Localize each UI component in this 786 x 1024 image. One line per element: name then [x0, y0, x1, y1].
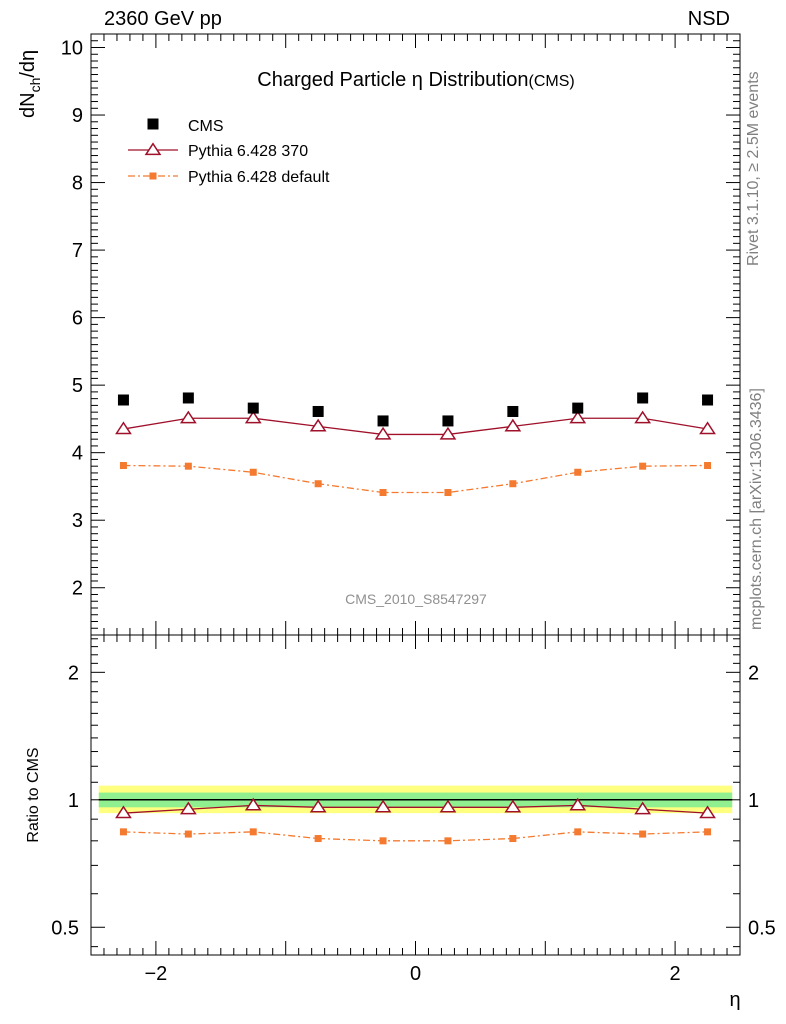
pythia-370-point: [634, 410, 652, 424]
pythia-370-point: [244, 410, 262, 424]
cms-point: [312, 405, 324, 417]
pythia-default-point: [509, 480, 517, 488]
series-pythia-default: [119, 462, 712, 497]
process-label: NSD: [687, 8, 730, 30]
ratio-pythia-default-line: [123, 831, 708, 842]
cms-point: [377, 415, 389, 427]
pythia-370-point: [309, 418, 327, 432]
legend-pythia-370-label: Pythia 6.428 370: [188, 143, 308, 160]
ratio-pythia-370-point: [115, 805, 132, 819]
cms-point: [507, 405, 519, 417]
ratio-pythia-default-point: [314, 835, 322, 843]
legend-cms-label: CMS: [188, 118, 224, 135]
mcplots-label: mcplots.cern.ch [arXiv:1306.3436]: [748, 388, 765, 630]
pythia-default-point: [184, 462, 192, 470]
pythia-370-point: [179, 410, 197, 424]
legend-pythia-default-label: Pythia 6.428 default: [188, 169, 330, 186]
legend-pythia-default-marker: [149, 172, 157, 180]
cms-point: [702, 394, 714, 406]
y-tick-label: 9: [72, 105, 83, 127]
ratio-pythia-default-point: [704, 828, 712, 836]
rivet-label: Rivet 3.1.10, ≥ 2.5M events: [745, 71, 762, 266]
pythia-default-line: [123, 464, 708, 494]
cms-point: [442, 415, 454, 427]
series-cms: [117, 392, 714, 427]
pythia-default-point: [249, 468, 257, 476]
main-y-axis-label: dNch/dη: [17, 50, 43, 118]
pythia-default-point: [574, 468, 582, 476]
y-tick-label: 7: [72, 240, 83, 262]
cms-point: [637, 392, 649, 404]
y-tick-label: 10: [61, 38, 83, 60]
x-tick-label: 2: [670, 963, 681, 985]
ratio-pythia-default-point: [509, 835, 517, 843]
y-tick-label: 2: [72, 578, 83, 600]
y-tick-label: 8: [72, 173, 83, 195]
ratio-pythia-370-point: [699, 805, 716, 819]
legend: CMS Pythia 6.428 370 Pythia 6.428 default: [128, 118, 330, 186]
cms-point: [117, 394, 129, 406]
ratio-pythia-370-point: [374, 799, 392, 813]
pythia-370-point: [699, 421, 716, 435]
ratio-series-pythia-370: [115, 797, 716, 819]
pythia-default-point: [639, 462, 647, 470]
legend-cms-marker: [147, 118, 159, 130]
pythia-default-point: [119, 462, 127, 470]
ratio-pythia-default-point: [444, 837, 452, 845]
ratio-pythia-default-point: [639, 830, 647, 838]
cms-point: [572, 402, 584, 414]
ratio-pythia-370-point: [439, 799, 457, 813]
x-tick-label: 0: [410, 963, 421, 985]
ratio-y-tick-label: 2: [68, 662, 79, 684]
pythia-370-point: [504, 418, 522, 432]
y-tick-label: 5: [72, 375, 83, 397]
y-tick-label: 4: [72, 443, 83, 465]
cms-point: [182, 392, 194, 404]
cms-point: [247, 402, 259, 414]
pythia-370-line: [123, 417, 708, 436]
ratio-y-tick-label: 0.5: [51, 917, 79, 939]
ratio-pythia-370-point: [309, 799, 327, 813]
analysis-id-label: CMS_2010_S8547297: [345, 591, 487, 607]
pythia-default-point: [314, 480, 322, 488]
ratio-pythia-default-point: [379, 837, 387, 845]
main-y-axis-ticks: 2 3 4 5 6 7 8 9 10: [61, 33, 740, 629]
pythia-370-point: [115, 421, 132, 435]
ratio-pythia-370-point: [244, 797, 262, 811]
ratio-y-axis-label: Ratio to CMS: [25, 747, 42, 842]
ratio-pythia-370-point: [179, 801, 197, 815]
pythia-370-point: [569, 410, 587, 424]
ratio-pythia-default-point: [119, 828, 127, 836]
ratio-y-axis-ticks: 0.5 0.5 1 1 2 2: [51, 638, 776, 948]
ratio-pythia-default-point: [184, 830, 192, 838]
ratio-pythia-default-point: [574, 828, 582, 836]
pythia-default-point: [444, 489, 452, 497]
ratio-pythia-default-point: [249, 828, 257, 836]
pythia-default-point: [379, 489, 387, 497]
x-axis-ticks: −2 0 2 η: [90, 34, 741, 1011]
y-tick-label: 3: [72, 510, 83, 532]
legend-pythia-370-marker: [144, 142, 162, 156]
ratio-pythia-370-point: [504, 799, 522, 813]
ratio-y-tick-label-right: 1: [748, 790, 759, 812]
pythia-370-point: [374, 426, 392, 440]
chart-title: Charged Particle η Distribution(CMS): [257, 69, 574, 91]
pythia-default-point: [704, 462, 712, 470]
ratio-pythia-370-point: [569, 797, 587, 811]
series-pythia-370: [115, 410, 716, 440]
ratio-y-tick-label-right: 2: [748, 662, 759, 684]
x-axis-label: η: [729, 989, 740, 1011]
ratio-pythia-370-line: [123, 804, 708, 814]
ratio-y-tick-label: 1: [68, 790, 79, 812]
pythia-370-point: [439, 426, 457, 440]
ratio-pythia-370-point: [634, 801, 652, 815]
y-tick-label: 6: [72, 308, 83, 330]
energy-label: 2360 GeV pp: [104, 8, 222, 30]
ratio-y-tick-label-right: 0.5: [748, 917, 776, 939]
x-tick-label: −2: [144, 963, 167, 985]
ratio-series-pythia-default: [119, 828, 712, 845]
